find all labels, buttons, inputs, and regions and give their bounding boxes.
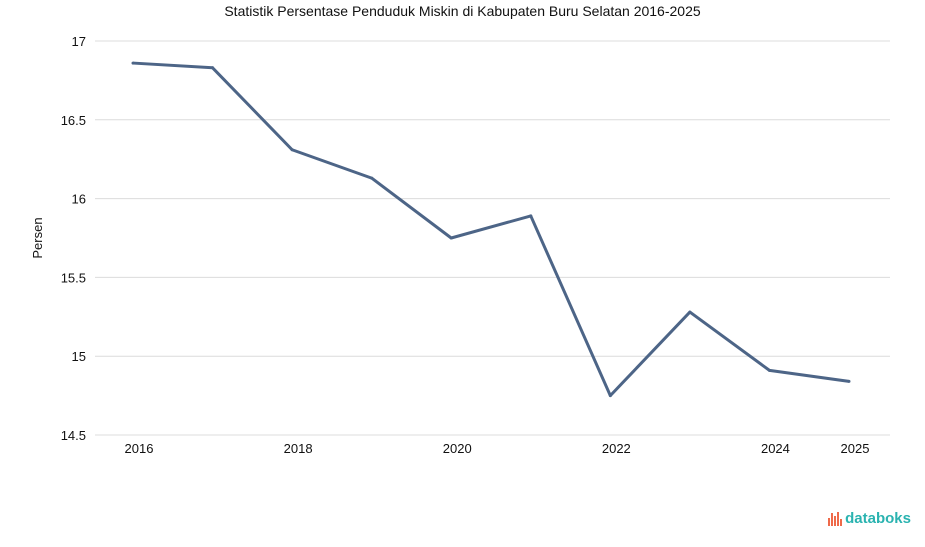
data-point — [767, 368, 771, 372]
x-tick-label: 2025 — [841, 441, 870, 456]
y-tick-label: 17 — [72, 34, 86, 49]
data-point — [290, 148, 294, 152]
chart-title: Statistik Persentase Penduduk Miskin di … — [224, 3, 701, 19]
x-tick-label: 2016 — [125, 441, 154, 456]
databoks-logo: databoks — [828, 510, 911, 527]
data-point — [131, 61, 135, 65]
y-tick-label: 15.5 — [61, 270, 86, 285]
data-point — [211, 66, 215, 70]
data-point — [529, 214, 533, 218]
data-point — [608, 394, 612, 398]
series-line — [132, 61, 850, 398]
x-tick-label: 2018 — [284, 441, 313, 456]
logo-text: databoks — [845, 510, 911, 527]
x-tick-label: 2024 — [761, 441, 790, 456]
data-point — [370, 176, 374, 180]
data-point — [847, 379, 851, 383]
x-tick-label: 2022 — [602, 441, 631, 456]
y-tick-label: 16 — [72, 192, 86, 207]
data-point — [449, 236, 453, 240]
logo-icon — [828, 511, 843, 526]
y-axis-label: Persen — [30, 217, 45, 258]
y-tick-label: 14.5 — [61, 428, 86, 443]
data-point — [688, 310, 692, 314]
y-tick-label: 15 — [72, 349, 86, 364]
x-tick-label: 2020 — [443, 441, 472, 456]
y-tick-label: 16.5 — [61, 113, 86, 128]
